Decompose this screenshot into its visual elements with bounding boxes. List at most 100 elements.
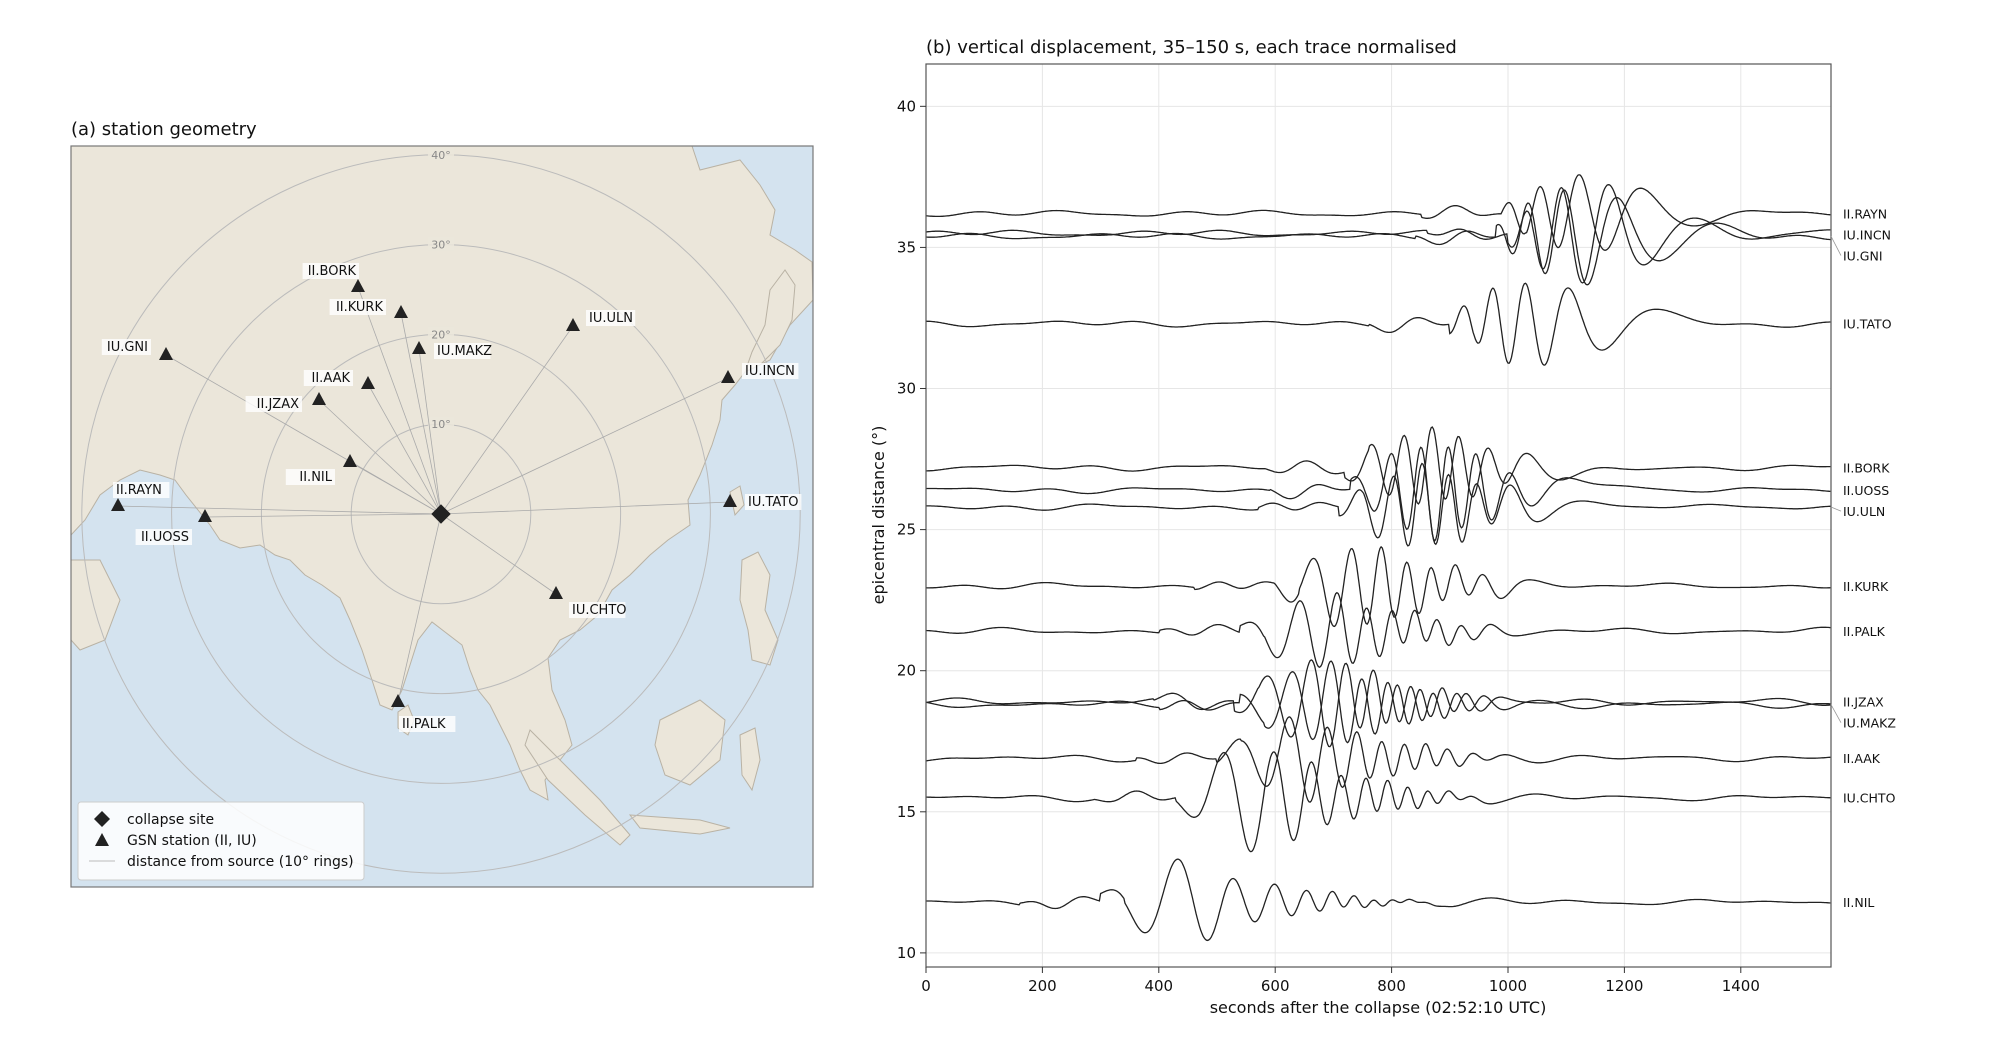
y-tick-label: 15 [897, 803, 916, 821]
station-label-ii-bork: II.BORK [308, 264, 357, 279]
trace-ii-bork [926, 426, 1831, 505]
trace-label-ii-rayn: II.RAYN [1843, 207, 1887, 222]
x-tick-label: 600 [1261, 977, 1290, 995]
x-tick-label: 1000 [1489, 977, 1527, 995]
trace-leader-line [1830, 704, 1842, 723]
station-marker-iu-gni [159, 347, 173, 360]
collapse-site-marker [431, 504, 451, 524]
station-label-bg [285, 469, 335, 485]
y-tick-label: 35 [897, 238, 916, 256]
station-label-iu-incn: IU.INCN [745, 364, 795, 379]
land-taiwan [729, 485, 745, 517]
trace-ii-palk [926, 591, 1831, 668]
trace-ii-aak [926, 716, 1831, 803]
land-java [628, 814, 731, 835]
station-label-iu-uln: IU.ULN [589, 311, 633, 326]
station-marker-iu-tato [723, 494, 737, 507]
legend-entry-station: GSN station (II, IU) [127, 833, 257, 849]
legend-triangle-icon [95, 833, 109, 846]
land-sulawesi [739, 727, 761, 792]
plot-frame [925, 63, 1832, 968]
station-marker-ii-kurk [394, 305, 408, 318]
trace-ii-uoss [926, 446, 1831, 542]
path-ii-rayn [117, 505, 442, 515]
station-label-iu-tato: IU.TATO [748, 495, 798, 510]
trace-label-iu-chto: IU.CHTO [1843, 791, 1896, 806]
station-marker-ii-uoss [198, 509, 212, 522]
station-label-ii-kurk: II.KURK [336, 300, 384, 315]
y-axis-ticks: 10 15 20 25 30 35 40 [897, 97, 926, 962]
trace-label-ii-uoss: II.UOSS [1843, 483, 1889, 498]
station-label-ii-jzax: II.JZAX [257, 397, 299, 412]
station-marker-ii-nil [343, 454, 357, 467]
station-label-bg [303, 370, 353, 386]
y-tick-label: 40 [897, 97, 916, 115]
trace-iu-tato [926, 282, 1831, 366]
station-label-bg [434, 343, 491, 359]
panel-b-seismograms: (b) vertical displacement, 35–150 s, eac… [869, 37, 1896, 1017]
path-iu-tato [440, 501, 731, 515]
station-marker-ii-jzax [312, 392, 326, 405]
plot-grid [925, 64, 1831, 967]
land-philippines [739, 551, 779, 666]
station-marker-iu-makz [412, 341, 426, 354]
trace-label-ii-nil: II.NIL [1843, 895, 1874, 910]
distance-rings: 10° 20° 30° 40° [81, 146, 801, 874]
station-label-bg [586, 310, 636, 326]
path-ii-aak [367, 383, 442, 515]
trace-label-ii-kurk: II.KURK [1843, 579, 1889, 594]
trace-ii-nil [926, 858, 1831, 942]
station-markers: II.BORK II.KURK IU.ULN IU.GNI IU.MAKZ II.AAK I… [101, 263, 802, 732]
trace-label-ii-aak: II.AAK [1843, 751, 1881, 766]
trace-iu-uln [926, 462, 1831, 547]
trace-leader-line [1830, 235, 1842, 256]
x-axis-ticks: 0 200 400 600 800 1000 1200 1400 [921, 967, 1760, 995]
station-label-bg [101, 339, 151, 355]
station-label-bg [302, 263, 359, 279]
x-tick-label: 200 [1028, 977, 1057, 995]
trace-label-ii-palk: II.PALK [1843, 624, 1886, 639]
path-ii-jzax [318, 399, 442, 515]
ring-label: 30° [431, 239, 451, 252]
ring-label: 40° [431, 149, 451, 162]
trace-label-iu-gni: IU.GNI [1843, 249, 1883, 264]
trace-labels: II.RAYN IU.INCN IU.GNI IU.TATO II.BORK II.UOS… [1830, 207, 1896, 910]
panel-a-title: (a) station geometry [71, 119, 257, 140]
station-label-bg [113, 482, 170, 498]
x-axis-label: seconds after the collapse (02:52:10 UTC… [1210, 998, 1547, 1017]
station-marker-ii-aak [361, 376, 375, 389]
waveform-traces [926, 174, 1831, 942]
station-label-bg [742, 363, 799, 379]
trace-label-iu-tato: IU.TATO [1843, 317, 1892, 332]
path-ii-palk [397, 513, 442, 703]
trace-leader-line [1830, 506, 1842, 512]
panel-a-station-geometry: (a) station geometry 10° 20° 30° 40° [70, 119, 814, 888]
trace-iu-makz [926, 660, 1831, 744]
path-iu-chto [440, 513, 557, 595]
station-label-ii-aak: II.AAK [312, 371, 351, 386]
trace-label-iu-incn: IU.INCN [1843, 228, 1891, 243]
legend-diamond-icon [94, 811, 110, 827]
station-marker-iu-chto [549, 586, 563, 599]
station-label-ii-rayn: II.RAYN [116, 483, 162, 498]
ring-label-bg [428, 146, 454, 161]
station-label-bg [745, 494, 802, 510]
y-tick-label: 25 [897, 521, 916, 539]
path-iu-incn [440, 377, 729, 515]
station-label-bg [329, 299, 386, 315]
map-legend: collapse site GSN station (II, IU) dista… [77, 801, 365, 881]
trace-ii-jzax [926, 659, 1831, 748]
y-tick-label: 20 [897, 662, 916, 680]
path-ii-bork [357, 286, 442, 515]
station-label-ii-palk: II.PALK [402, 717, 446, 732]
station-marker-ii-bork [351, 279, 365, 292]
y-tick-label: 30 [897, 380, 916, 398]
map-frame [70, 145, 814, 888]
station-marker-iu-incn [721, 370, 735, 383]
trace-label-iu-makz: IU.MAKZ [1843, 716, 1896, 731]
trace-ii-rayn [926, 174, 1831, 251]
ring-label-bg [428, 236, 454, 251]
station-marker-ii-palk [391, 694, 405, 707]
